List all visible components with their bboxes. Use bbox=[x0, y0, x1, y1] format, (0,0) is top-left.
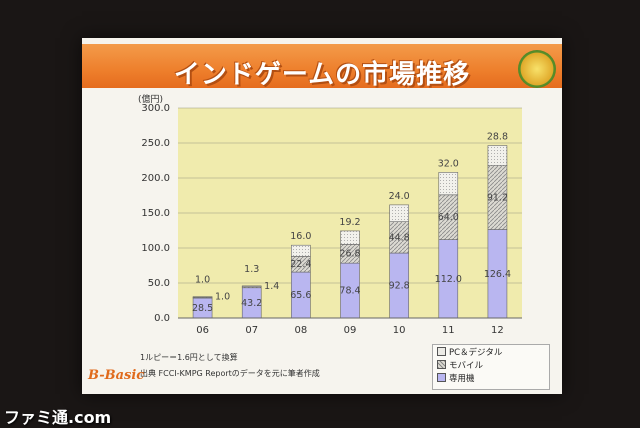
data-label-mobile: 26.8 bbox=[339, 249, 360, 260]
data-label-pc: 1.3 bbox=[244, 264, 259, 275]
data-label-mobile: 64.0 bbox=[438, 212, 459, 223]
title-bar: インドゲームの市場推移 bbox=[82, 44, 562, 90]
data-label-mobile: 91.2 bbox=[487, 193, 508, 204]
x-tick-label: 12 bbox=[491, 325, 504, 336]
data-label-pc: 16.0 bbox=[290, 231, 311, 242]
y-tick-label: 200.0 bbox=[141, 173, 170, 184]
legend-item-console: 専用機 bbox=[433, 371, 549, 384]
data-label-mobile: 1.4 bbox=[264, 281, 279, 292]
data-label-pc: 19.2 bbox=[339, 217, 360, 228]
legend-item-mobile: モバイル bbox=[433, 358, 549, 371]
x-tick-label: 08 bbox=[294, 325, 307, 336]
data-label-pc: 32.0 bbox=[438, 158, 459, 169]
legend-swatch-pc bbox=[437, 347, 446, 356]
data-label-mobile: 22.4 bbox=[290, 259, 311, 270]
data-label-console: 78.4 bbox=[339, 286, 360, 297]
y-tick-label: 50.0 bbox=[148, 278, 170, 289]
bar-segment-pc bbox=[291, 244, 311, 257]
bar-segment-pc bbox=[389, 204, 409, 222]
bar-segment-pc bbox=[241, 285, 262, 288]
data-label-mobile: 44.8 bbox=[389, 232, 410, 243]
data-label-pc: 24.0 bbox=[389, 191, 410, 202]
legend-swatch-console bbox=[437, 373, 446, 382]
data-label-console: 43.2 bbox=[241, 298, 262, 309]
x-tick-label: 10 bbox=[393, 325, 406, 336]
legend-swatch-mobile bbox=[437, 360, 446, 369]
legend-label-pc: PC＆デジタル bbox=[449, 347, 503, 358]
data-label-console: 28.5 bbox=[192, 303, 213, 314]
y-tick-label: 100.0 bbox=[141, 243, 170, 254]
site-watermark: ファミ通.com bbox=[4, 408, 112, 427]
source-note: 出典 FCCI-KMPG Reportのデータを元に筆者作成 bbox=[140, 369, 320, 378]
x-tick-label: 11 bbox=[442, 325, 455, 336]
badge-logo-icon bbox=[518, 50, 556, 88]
y-tick-label: 0.0 bbox=[154, 313, 170, 324]
bar-segment-pc bbox=[487, 145, 508, 166]
data-label-console: 65.6 bbox=[290, 290, 311, 301]
y-tick-label: 250.0 bbox=[141, 138, 170, 149]
company-logo: B-Basic bbox=[88, 368, 145, 383]
bar-segment-pc bbox=[438, 172, 459, 196]
data-label-pc: 1.0 bbox=[195, 275, 210, 286]
x-tick-label: 07 bbox=[245, 325, 258, 336]
exchange-rate-note: 1ルピー＝1.6円として換算 bbox=[140, 353, 238, 362]
presentation-slide: インドゲームの市場推移 (億円) 0.0 50.0 100.0 150.0 200.0 2… bbox=[82, 38, 562, 394]
data-label-console: 92.8 bbox=[389, 281, 410, 292]
bar-segment-pc bbox=[340, 230, 360, 245]
y-unit-label: (億円) bbox=[138, 93, 163, 105]
data-label-mobile: 1.0 bbox=[215, 291, 230, 302]
data-label-pc: 28.8 bbox=[487, 132, 508, 143]
legend-item-pc: PC＆デジタル bbox=[433, 345, 549, 358]
legend-label-mobile: モバイル bbox=[449, 360, 484, 371]
x-tick-label: 06 bbox=[196, 325, 209, 336]
data-label-console: 126.4 bbox=[484, 269, 511, 280]
data-label-console: 112.0 bbox=[435, 274, 462, 285]
market-chart: (億円) 0.0 50.0 100.0 150.0 200.0 250.0 300.0 06 2… bbox=[138, 93, 522, 336]
x-tick-label: 09 bbox=[344, 325, 357, 336]
bar-segment-pc bbox=[192, 296, 213, 298]
y-tick-label: 150.0 bbox=[141, 208, 170, 219]
chart-legend: PC＆デジタル モバイル 専用機 bbox=[432, 344, 550, 390]
slide-title: インドゲームの市場推移 bbox=[173, 60, 471, 90]
y-tick-label: 300.0 bbox=[141, 103, 170, 114]
legend-label-console: 専用機 bbox=[449, 373, 475, 384]
